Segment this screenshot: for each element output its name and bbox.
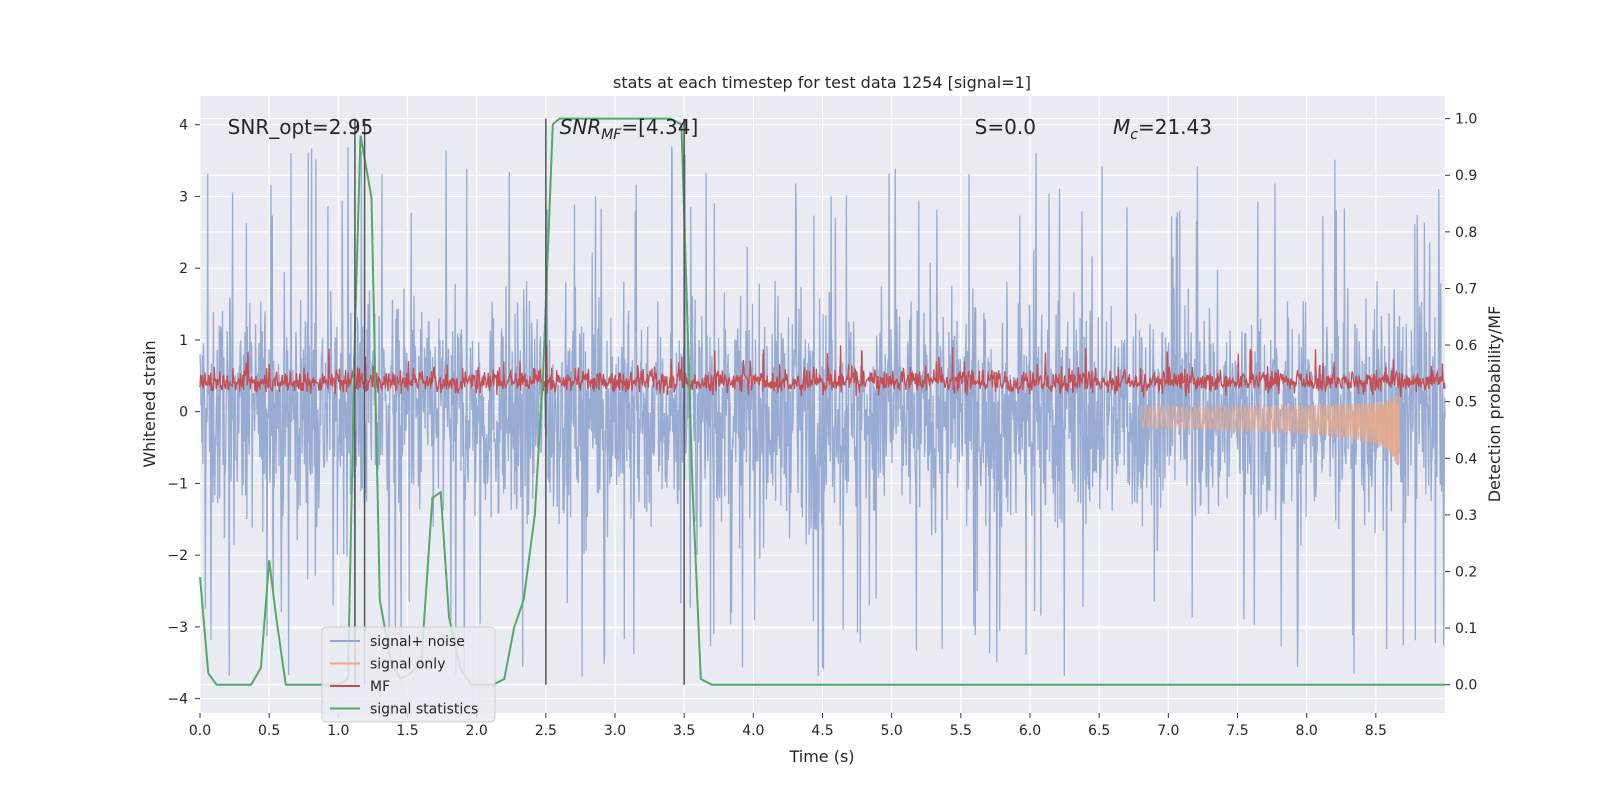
x-tick-label: 2.5 <box>535 723 557 739</box>
y-right-tick-label: 0.3 <box>1455 508 1477 524</box>
y-left-tick-label: 4 <box>179 118 188 134</box>
y-right-axis-label: Detection probability/MF <box>1485 306 1504 503</box>
annotation: SNRMF=[4.34] <box>560 115 699 143</box>
y-left-tick-label: −4 <box>167 692 188 708</box>
annotation: S=0.0 <box>975 115 1036 139</box>
x-tick-label: 5.5 <box>950 723 972 739</box>
legend-box <box>321 626 496 723</box>
annotations-layer: SNR_opt=2.95 SNRMF=[4.34] S=0.0 Mc=21.43 <box>228 115 1212 143</box>
x-tick-label: 2.0 <box>466 723 488 739</box>
annotation: Mc=21.43 <box>1113 115 1212 143</box>
y-left-tick-label: −3 <box>167 620 188 636</box>
series-signal-only <box>1140 395 1400 465</box>
y-right-tick-label: 0.5 <box>1455 395 1477 411</box>
chart-title: stats at each timestep for test data 125… <box>613 73 1031 92</box>
x-tick-label: 8.0 <box>1296 723 1318 739</box>
x-tick-label: 6.0 <box>1019 723 1041 739</box>
x-axis-label: Time (s) <box>788 747 854 766</box>
y-left-axis-label: Whitened strain <box>140 340 159 467</box>
y-left-tick-label: 1 <box>179 333 188 349</box>
legend-entry-label: MF <box>370 679 390 695</box>
x-tick-label: 6.5 <box>1088 723 1110 739</box>
x-tick-label: 0.0 <box>189 723 211 739</box>
legend-entry-label: signal only <box>370 657 445 673</box>
y-right-tick-label: 0.7 <box>1455 281 1477 297</box>
annotation: SNR_opt=2.95 <box>228 115 374 139</box>
y-left-ticks-layer: −4 −3 −2 −1 0 1 2 3 4 <box>167 118 200 708</box>
y-left-tick-label: 3 <box>179 189 188 205</box>
y-right-tick-label: 1.0 <box>1455 112 1477 128</box>
x-tick-label: 4.5 <box>811 723 833 739</box>
series-mf <box>199 345 1446 398</box>
x-tick-label: 0.5 <box>258 723 280 739</box>
x-tick-label: 5.0 <box>881 723 903 739</box>
legend-entry-label: signal statistics <box>370 702 478 718</box>
series-signal-statistics <box>199 117 1445 686</box>
y-right-tick-label: 0.9 <box>1455 168 1477 184</box>
y-right-ticks-layer: 0.0 0.1 0.2 0.3 0.4 0.5 0.6 0.7 0.8 0.9 1.0 <box>1445 112 1477 694</box>
y-left-tick-label: 0 <box>179 405 188 421</box>
x-tick-label: 3.0 <box>604 723 626 739</box>
legend: signal+ noise signal only MF signal statist… <box>321 626 496 723</box>
x-tick-label: 1.0 <box>327 723 349 739</box>
y-right-tick-label: 0.1 <box>1455 621 1477 637</box>
x-tick-label: 7.0 <box>1157 723 1179 739</box>
y-left-tick-label: −1 <box>167 476 188 492</box>
x-tick-label: 7.5 <box>1226 723 1248 739</box>
y-right-tick-label: 0.0 <box>1455 678 1477 694</box>
x-tick-label: 1.5 <box>396 723 418 739</box>
y-left-tick-label: 2 <box>179 261 188 277</box>
x-ticks-layer: 0.0 0.5 1.0 1.5 2.0 2.5 3.0 3.5 4.0 4.5 5.0 5.5 6.0 6… <box>189 713 1387 739</box>
vertical-lines-layer <box>354 118 685 685</box>
y-right-tick-label: 0.8 <box>1455 225 1477 241</box>
series-layer <box>199 117 1446 686</box>
x-tick-label: 8.5 <box>1365 723 1387 739</box>
x-tick-label: 3.5 <box>673 723 695 739</box>
y-right-tick-label: 0.4 <box>1455 451 1477 467</box>
y-right-tick-label: 0.2 <box>1455 564 1477 580</box>
x-tick-label: 4.0 <box>742 723 764 739</box>
y-right-tick-label: 0.6 <box>1455 338 1477 354</box>
legend-entry-label: signal+ noise <box>370 634 465 650</box>
series-signal-noise <box>199 146 1446 677</box>
y-left-tick-label: −2 <box>167 548 188 564</box>
